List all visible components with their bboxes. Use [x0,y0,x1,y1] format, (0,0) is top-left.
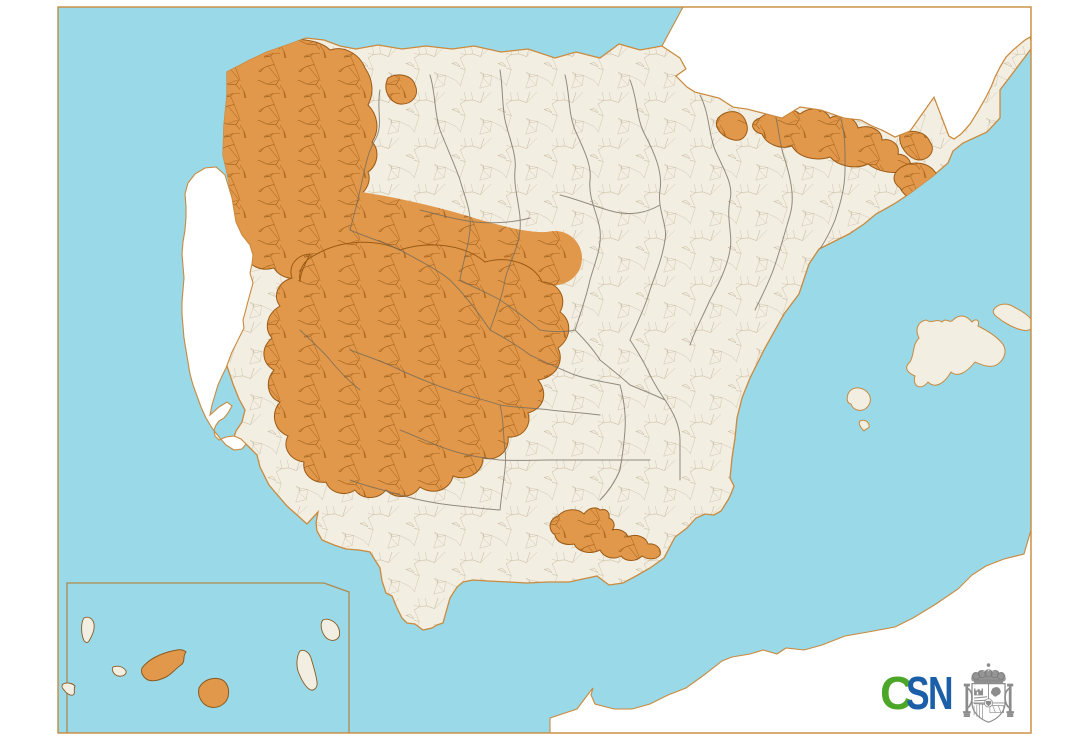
svg-text:SN: SN [906,667,952,719]
